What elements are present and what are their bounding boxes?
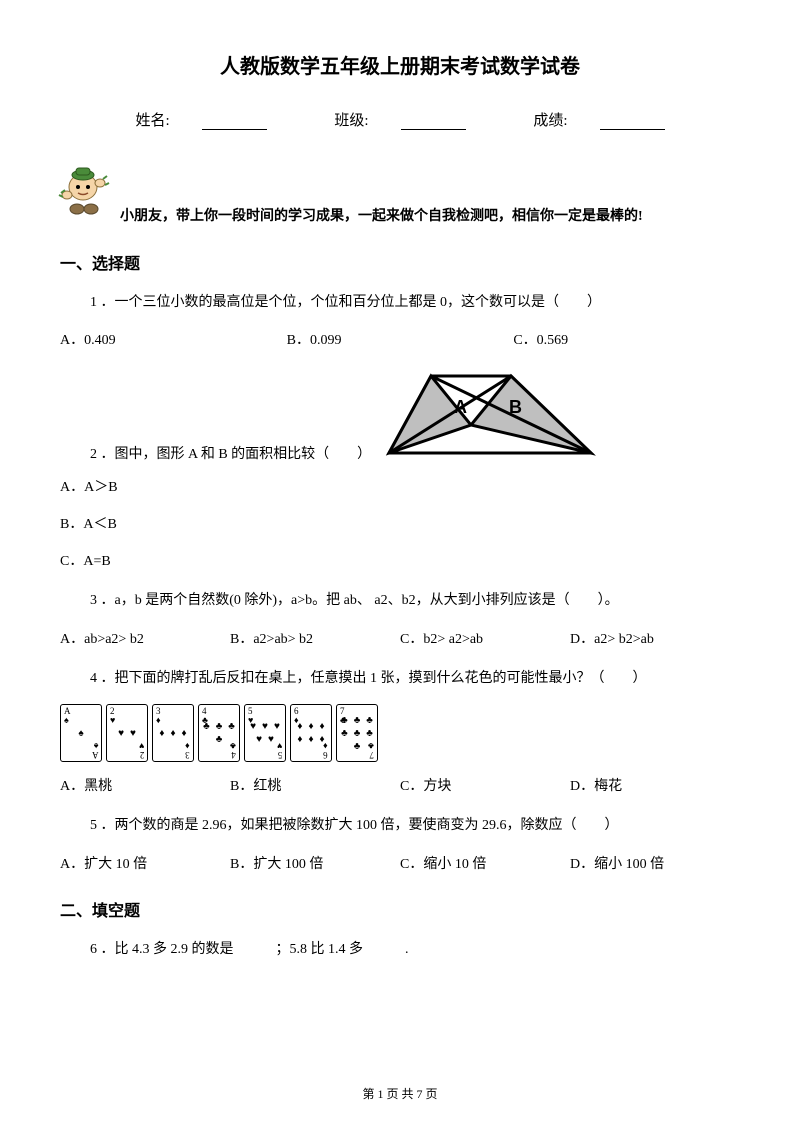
q3-opt-d: D．a2> b2>ab — [570, 627, 740, 652]
q4-opt-a: A．黑桃 — [60, 774, 230, 799]
name-blank[interactable] — [202, 116, 267, 130]
class-label: 班级: — [334, 113, 368, 129]
playing-card-3: 3 ♦♦♦♦3 ♦ — [152, 704, 194, 762]
q3-opt-c: C．b2> a2>ab — [400, 627, 570, 652]
score-label: 成绩: — [533, 113, 567, 129]
page-footer: 第 1 页 共 7 页 — [0, 1085, 800, 1102]
q6-text: 6 ．比 4.3 多 2.9 的数是 ；5.8 比 1.4 多 . — [90, 939, 740, 961]
q1-text: 1 ．一个三位小数的最高位是个位，个位和百分位上都是 0，这个数可以是（ ） — [90, 292, 740, 314]
q5-options: A．扩大 10 倍 B．扩大 100 倍 C．缩小 10 倍 D．缩小 100 … — [60, 852, 740, 877]
q3-opt-a: A．ab>a2> b2 — [60, 627, 230, 652]
encourage-text: 小朋友，带上你一段时间的学习成果，一起来做个自我检测吧，相信你一定是最棒的! — [120, 205, 740, 225]
q4-opt-b: B．红桃 — [230, 774, 400, 799]
q5-opt-a: A．扩大 10 倍 — [60, 852, 230, 877]
q2-opt-c: C．A=B — [60, 549, 740, 574]
q4-opt-d: D．梅花 — [570, 774, 740, 799]
playing-card-4: 4 ♣♣♣♣♣4 ♣ — [198, 704, 240, 762]
q5-opt-b: B．扩大 100 倍 — [230, 852, 400, 877]
q3-options: A．ab>a2> b2 B．a2>ab> b2 C．b2> a2>ab D．a2… — [60, 627, 740, 652]
page-title: 人教版数学五年级上册期末考试数学试卷 — [60, 50, 740, 79]
trapezoid-figure: A B — [381, 368, 596, 463]
mascot-icon — [56, 165, 111, 220]
figure-label-b: B — [509, 397, 522, 417]
playing-card-5: 5 ♥♥♥♥♥♥5 ♥ — [244, 704, 286, 762]
q4-options: A．黑桃 B．红桃 C．方块 D．梅花 — [60, 774, 740, 799]
playing-card-1: A ♠♠A ♠ — [60, 704, 102, 762]
playing-card-7: 7 ♣♣♣♣♣♣♣♣7 ♣ — [336, 704, 378, 762]
section-1-header: 一、选择题 — [60, 250, 740, 274]
q5-opt-d: D．缩小 100 倍 — [570, 852, 740, 877]
figure-label-a: A — [454, 397, 467, 417]
playing-card-2: 2 ♥♥♥2 ♥ — [106, 704, 148, 762]
q1-opt-c: C．0.569 — [513, 328, 740, 353]
q3-text: 3 ．a，b 是两个自然数(0 除外)，a>b。把 ab、 a2、b2，从大到小… — [90, 590, 740, 612]
playing-card-6: 6 ♦♦♦♦♦♦♦6 ♦ — [290, 704, 332, 762]
q5-opt-c: C．缩小 10 倍 — [400, 852, 570, 877]
class-blank[interactable] — [401, 116, 466, 130]
name-label: 姓名: — [135, 113, 169, 129]
q3-opt-b: B．a2>ab> b2 — [230, 627, 400, 652]
score-blank[interactable] — [600, 116, 665, 130]
q4-text: 4 ．把下面的牌打乱后反扣在桌上，任意摸出 1 张，摸到什么花色的可能性最小？（… — [90, 668, 740, 690]
q2-opt-a: A．A＞B — [60, 475, 740, 500]
q2-options: A．A＞B B．A＜B C．A=B — [60, 475, 740, 575]
cards-row: A ♠♠A ♠2 ♥♥♥2 ♥3 ♦♦♦♦3 ♦4 ♣♣♣♣♣4 ♣5 ♥♥♥♥… — [60, 704, 740, 762]
q5-text: 5 ．两个数的商是 2.96，如果把被除数扩大 100 倍，要使商变为 29.6… — [90, 815, 740, 837]
q2-opt-b: B．A＜B — [60, 512, 740, 537]
q4-opt-c: C．方块 — [400, 774, 570, 799]
q2-text: 2 ．图中，图形 A 和 B 的面积相比较（ ） — [90, 443, 371, 463]
q1-options: A．0.409 B．0.099 C．0.569 — [60, 328, 740, 353]
q1-opt-a: A．0.409 — [60, 328, 287, 353]
q1-opt-b: B．0.099 — [287, 328, 514, 353]
section-2-header: 二、填空题 — [60, 897, 740, 921]
student-info: 姓名: 班级: 成绩: — [60, 109, 740, 130]
